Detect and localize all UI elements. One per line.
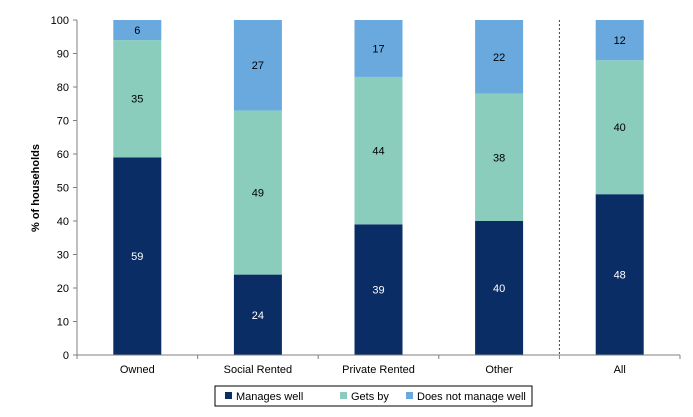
legend-label: Does not manage well <box>417 391 526 403</box>
y-tick-label: 50 <box>57 183 69 195</box>
legend-box <box>214 385 533 407</box>
y-tick-label: 40 <box>57 216 69 228</box>
bar-segment-gets-by <box>354 76 403 225</box>
x-tick-label: All <box>614 364 626 376</box>
y-tick-label: 10 <box>57 317 69 329</box>
bar-segment-gets-by <box>595 60 644 195</box>
data-label: 40 <box>493 283 505 295</box>
y-axis-label: % of households <box>30 144 42 232</box>
legend-label: Gets by <box>351 391 389 403</box>
bar-segment-manages-well <box>113 157 162 355</box>
bar-segment-does-not-manage-well <box>475 20 524 94</box>
data-label: 48 <box>614 270 626 282</box>
bars: 59 35 6 24 49 27 39 44 17 40 38 22 48 40 12 <box>113 20 644 355</box>
legend-swatch <box>406 392 413 399</box>
bar-segment-does-not-manage-well <box>595 20 644 61</box>
y-tick-label: 90 <box>57 49 69 61</box>
data-label: 49 <box>252 188 264 200</box>
x-tick-label: Owned <box>120 364 155 376</box>
y-tick-label: 30 <box>57 250 69 262</box>
legend: Manages well Gets by Does not manage well <box>214 385 533 407</box>
data-label: 24 <box>252 310 264 322</box>
data-label: 22 <box>493 52 505 64</box>
bar-segment-does-not-manage-well <box>113 20 162 41</box>
data-label: 40 <box>614 122 626 134</box>
bar-segment-manages-well <box>354 224 403 355</box>
bar-segment-does-not-manage-well <box>233 20 282 111</box>
y-tick-label: 0 <box>63 350 69 362</box>
data-label: 12 <box>614 35 626 47</box>
y-tick-label: 60 <box>57 149 69 161</box>
x-tick-label: Private Rented <box>342 364 415 376</box>
y-tick-label: 100 <box>51 15 69 27</box>
data-label: 39 <box>372 285 384 297</box>
bar-segment-manages-well <box>475 221 524 355</box>
bar-segment-manages-well <box>595 194 644 355</box>
y-axis: 0 10 20 30 40 50 60 70 80 90 100 <box>51 15 78 362</box>
y-tick-label: 80 <box>57 82 69 94</box>
data-label: 6 <box>134 25 140 37</box>
data-label: 35 <box>131 94 143 106</box>
bar-segment-gets-by <box>233 110 282 275</box>
x-tick-label: Other <box>485 364 513 376</box>
legend-swatch <box>340 392 347 399</box>
bar-segment-does-not-manage-well <box>354 20 403 77</box>
legend-label: Manages well <box>236 391 303 403</box>
bar-segment-gets-by <box>113 40 162 158</box>
y-tick-label: 20 <box>57 283 69 295</box>
bar-segment-manages-well <box>233 274 282 355</box>
data-label: 59 <box>131 251 143 263</box>
x-tick-label: Social Rented <box>224 364 293 376</box>
x-axis: Owned Social Rented Private Rented Other All <box>76 354 681 376</box>
data-label: 27 <box>252 60 264 72</box>
data-label: 44 <box>372 146 384 158</box>
data-label: 17 <box>372 43 384 55</box>
bar-segment-gets-by <box>475 93 524 221</box>
data-label: 38 <box>493 152 505 164</box>
legend-swatch <box>225 392 232 399</box>
y-tick-label: 70 <box>57 116 69 128</box>
